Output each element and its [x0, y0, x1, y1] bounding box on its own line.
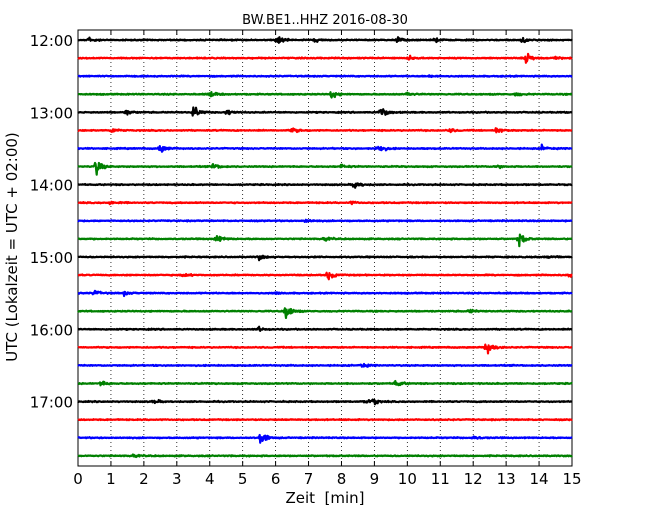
trace-1730: [77, 433, 573, 444]
trace-1300: [77, 106, 573, 117]
x-tick-label: 9: [370, 470, 380, 488]
y-tick-label: 17:00: [30, 394, 73, 412]
x-tick-label: 14: [530, 470, 549, 488]
trace-1600: [77, 325, 573, 332]
chart-title: BW.BE1..HHZ 2016-08-30: [242, 13, 408, 28]
trace-1415: [77, 200, 573, 206]
x-tick-label: 8: [337, 470, 347, 488]
traces: [77, 36, 573, 459]
x-tick-label: 7: [304, 470, 314, 488]
plot-frame: [77, 29, 573, 467]
trace-1215: [77, 52, 573, 64]
x-tick-label: 6: [271, 470, 281, 488]
trace-1715: [77, 417, 573, 422]
x-axis-label: Zeit [min]: [285, 489, 364, 507]
trace-1315: [77, 127, 573, 134]
x-tick-label: 12: [464, 470, 483, 488]
y-axis-ticks: 12:00 13:00 14:00 15:00 16:00 17:00: [30, 32, 572, 412]
x-axis-ticks: 0 1 2 3 4 5 6 7 8 9 10 11 12 13 14 15: [73, 30, 582, 488]
trace-1245: [77, 91, 573, 99]
trace-1430: [77, 218, 573, 223]
x-tick-label: 4: [205, 470, 215, 488]
trace-1530: [77, 289, 573, 298]
y-tick-label: 15:00: [30, 249, 73, 267]
trace-1515: [77, 271, 573, 281]
x-tick-label: 13: [497, 470, 516, 488]
trace-1400: [77, 182, 573, 189]
trace-1745: [77, 453, 573, 459]
y-axis-label: UTC (Lokalzeit = UTC + 02:00): [3, 132, 21, 362]
trace-1445: [77, 233, 573, 248]
x-tick-label: 15: [562, 470, 581, 488]
trace-1645: [77, 379, 573, 387]
y-tick-label: 16:00: [30, 321, 73, 339]
x-tick-label: 11: [431, 470, 450, 488]
trace-1630: [77, 362, 573, 368]
x-tick-label: 10: [398, 470, 417, 488]
x-tick-label: 3: [172, 470, 182, 488]
trace-1615: [77, 343, 573, 355]
plot-area: [77, 29, 573, 467]
x-tick-label: 5: [238, 470, 248, 488]
y-tick-label: 13:00: [30, 104, 73, 122]
x-tick-label: 2: [139, 470, 149, 488]
trace-1500: [77, 254, 573, 262]
trace-1700: [77, 398, 573, 406]
trace-1230: [77, 74, 573, 79]
y-tick-label: 12:00: [30, 32, 73, 50]
trace-1345: [77, 161, 573, 176]
trace-1330: [77, 143, 573, 153]
trace-1545: [77, 307, 573, 320]
trace-1200: [77, 36, 573, 44]
x-tick-label: 1: [106, 470, 116, 488]
y-tick-label: 14:00: [30, 177, 73, 195]
x-tick-label: 0: [73, 470, 83, 488]
